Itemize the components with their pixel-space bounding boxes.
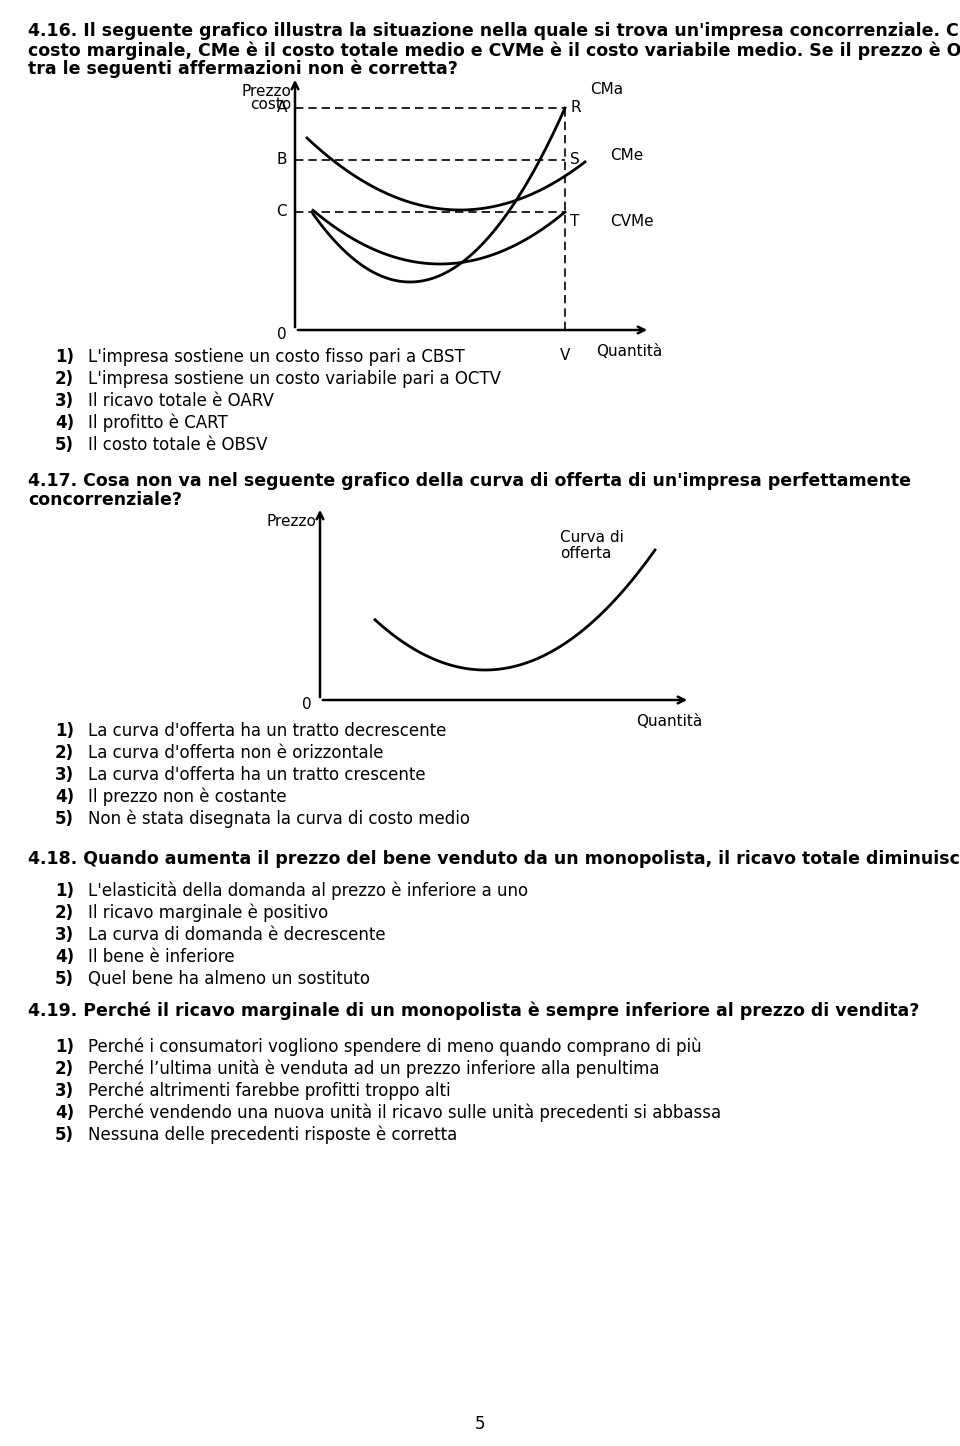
Text: Il prezzo non è costante: Il prezzo non è costante — [88, 788, 287, 807]
Text: 1): 1) — [55, 348, 74, 366]
Text: Il ricavo totale è OARV: Il ricavo totale è OARV — [88, 392, 274, 411]
Text: 4): 4) — [55, 1103, 74, 1122]
Text: 4): 4) — [55, 414, 74, 432]
Text: Il bene è inferiore: Il bene è inferiore — [88, 949, 234, 966]
Text: 2): 2) — [55, 745, 74, 762]
Text: Quantità: Quantità — [596, 344, 662, 359]
Text: 5): 5) — [55, 1126, 74, 1144]
Text: La curva d'offerta ha un tratto crescente: La curva d'offerta ha un tratto crescent… — [88, 766, 425, 784]
Text: S: S — [570, 152, 580, 168]
Text: 4): 4) — [55, 788, 74, 805]
Text: R: R — [570, 101, 581, 116]
Text: La curva d'offerta ha un tratto decrescente: La curva d'offerta ha un tratto decresce… — [88, 722, 446, 740]
Text: Quantità: Quantità — [636, 714, 702, 729]
Text: offerta: offerta — [560, 547, 612, 561]
Text: CMa: CMa — [590, 82, 623, 97]
Text: 1): 1) — [55, 882, 74, 899]
Text: costo marginale, CMe è il costo totale medio e CVMe è il costo variabile medio. : costo marginale, CMe è il costo totale m… — [28, 40, 960, 59]
Text: 2): 2) — [55, 1060, 74, 1079]
Text: 4.16. Il seguente grafico illustra la situazione nella quale si trova un'impresa: 4.16. Il seguente grafico illustra la si… — [28, 22, 960, 40]
Text: Perché altrimenti farebbe profitti troppo alti: Perché altrimenti farebbe profitti tropp… — [88, 1082, 450, 1100]
Text: C: C — [276, 204, 287, 220]
Text: L'impresa sostiene un costo variabile pari a OCTV: L'impresa sostiene un costo variabile pa… — [88, 370, 501, 388]
Text: 1): 1) — [55, 1038, 74, 1056]
Text: CMe: CMe — [610, 147, 643, 162]
Text: 3): 3) — [55, 1082, 74, 1100]
Text: Nessuna delle precedenti risposte è corretta: Nessuna delle precedenti risposte è corr… — [88, 1126, 457, 1144]
Text: 0: 0 — [302, 697, 312, 711]
Text: L'elasticità della domanda al prezzo è inferiore a uno: L'elasticità della domanda al prezzo è i… — [88, 882, 528, 901]
Text: Curva di: Curva di — [560, 531, 624, 545]
Text: B: B — [276, 152, 287, 168]
Text: La curva di domanda è decrescente: La curva di domanda è decrescente — [88, 925, 386, 944]
Text: 3): 3) — [55, 766, 74, 784]
Text: Il costo totale è OBSV: Il costo totale è OBSV — [88, 437, 268, 454]
Text: tra le seguenti affermazioni non è corretta?: tra le seguenti affermazioni non è corre… — [28, 59, 458, 78]
Text: Perché l’ultima unità è venduta ad un prezzo inferiore alla penultima: Perché l’ultima unità è venduta ad un pr… — [88, 1060, 660, 1079]
Text: Non è stata disegnata la curva di costo medio: Non è stata disegnata la curva di costo … — [88, 810, 470, 829]
Text: A: A — [276, 101, 287, 116]
Text: La curva d'offerta non è orizzontale: La curva d'offerta non è orizzontale — [88, 745, 383, 762]
Text: 0: 0 — [277, 327, 287, 343]
Text: Prezzo: Prezzo — [266, 513, 316, 529]
Text: 4.17. Cosa non va nel seguente grafico della curva di offerta di un'impresa perf: 4.17. Cosa non va nel seguente grafico d… — [28, 471, 911, 490]
Text: concorrenziale?: concorrenziale? — [28, 492, 182, 509]
Text: 4.19. Perché il ricavo marginale di un monopolista è sempre inferiore al prezzo : 4.19. Perché il ricavo marginale di un m… — [28, 1002, 920, 1021]
Text: V: V — [560, 348, 570, 363]
Text: T: T — [570, 214, 580, 228]
Text: 5: 5 — [475, 1416, 485, 1433]
Text: Il ricavo marginale è positivo: Il ricavo marginale è positivo — [88, 904, 328, 923]
Text: 3): 3) — [55, 392, 74, 411]
Text: 5): 5) — [55, 810, 74, 829]
Text: 2): 2) — [55, 904, 74, 923]
Text: Il profitto è CART: Il profitto è CART — [88, 414, 228, 432]
Text: Quel bene ha almeno un sostituto: Quel bene ha almeno un sostituto — [88, 970, 370, 988]
Text: Prezzo: Prezzo — [241, 84, 291, 98]
Text: Perché vendendo una nuova unità il ricavo sulle unità precedenti si abbassa: Perché vendendo una nuova unità il ricav… — [88, 1103, 721, 1122]
Text: 5): 5) — [55, 437, 74, 454]
Text: costo: costo — [250, 97, 291, 111]
Text: 4.18. Quando aumenta il prezzo del bene venduto da un monopolista, il ricavo tot: 4.18. Quando aumenta il prezzo del bene … — [28, 850, 960, 868]
Text: 2): 2) — [55, 370, 74, 388]
Text: 4): 4) — [55, 949, 74, 966]
Text: CVMe: CVMe — [610, 214, 654, 230]
Text: 1): 1) — [55, 722, 74, 740]
Text: Perché i consumatori vogliono spendere di meno quando comprano di più: Perché i consumatori vogliono spendere d… — [88, 1038, 702, 1057]
Text: 3): 3) — [55, 925, 74, 944]
Text: L'impresa sostiene un costo fisso pari a CBST: L'impresa sostiene un costo fisso pari a… — [88, 348, 465, 366]
Text: 5): 5) — [55, 970, 74, 988]
